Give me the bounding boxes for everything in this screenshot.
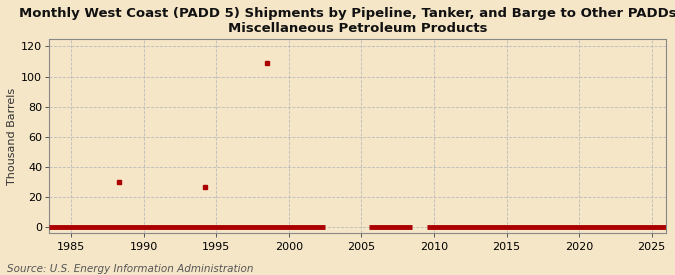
- Title: Monthly West Coast (PADD 5) Shipments by Pipeline, Tanker, and Barge to Other PA: Monthly West Coast (PADD 5) Shipments by…: [19, 7, 675, 35]
- Text: Source: U.S. Energy Information Administration: Source: U.S. Energy Information Administ…: [7, 264, 253, 274]
- Y-axis label: Thousand Barrels: Thousand Barrels: [7, 87, 17, 185]
